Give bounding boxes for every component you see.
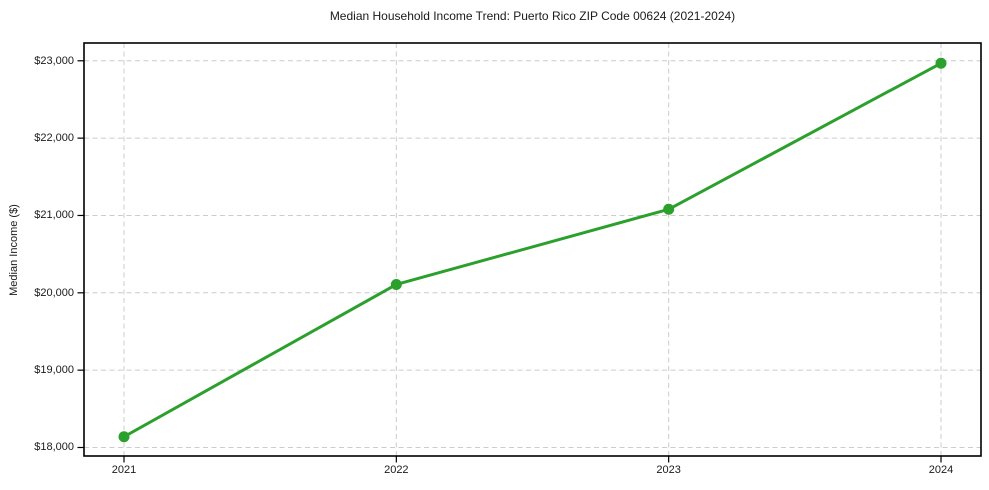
x-tick-label: 2022: [384, 464, 409, 476]
x-tick-label: 2023: [656, 464, 681, 476]
data-point-2021: [118, 431, 130, 443]
y-tick-label: $19,000: [34, 364, 74, 377]
y-tick-label: $22,000: [34, 132, 74, 145]
chart-title: Median Household Income Trend: Puerto Ri…: [329, 9, 736, 23]
y-tick-label: $23,000: [34, 54, 74, 67]
trend-line: [122, 61, 943, 439]
data-point-2024: [935, 57, 947, 69]
data-point-2023: [663, 203, 675, 215]
plot-border: [83, 42, 982, 457]
x-tick-label: 2021: [111, 464, 137, 476]
data-point-2022: [390, 278, 402, 290]
y-tick-label: $18,000: [34, 441, 74, 454]
y-tick-label: $21,000: [34, 209, 74, 222]
y-tick-label: $20,000: [34, 286, 74, 299]
line-chart-svg: [77, 42, 982, 463]
plot-area: [77, 42, 982, 463]
x-tick-label: 2024: [928, 464, 954, 476]
